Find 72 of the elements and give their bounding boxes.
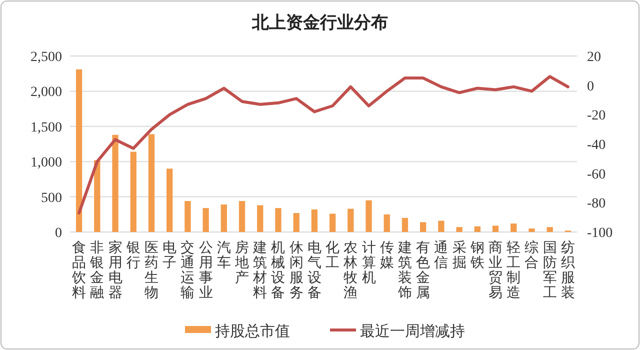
bar — [94, 160, 100, 232]
x-tick-label: 休闲服务 — [289, 240, 304, 301]
y-tick-label: 2,000 — [30, 85, 62, 100]
x-tick-label: 农林牧渔 — [342, 240, 358, 301]
bar — [166, 168, 173, 232]
bar — [474, 226, 480, 232]
x-tick-label: 家用电器 — [108, 240, 122, 301]
bar — [384, 214, 390, 232]
x-tick-label: 通信 — [434, 240, 448, 271]
bar — [420, 222, 426, 232]
x-tick-label: 非银金融 — [89, 240, 104, 301]
y2-tick-label: -40 — [587, 138, 606, 153]
y-tick-label: 1,000 — [30, 156, 62, 171]
bar — [148, 134, 155, 232]
x-tick-label: 汽车 — [216, 240, 231, 271]
bar — [311, 209, 318, 232]
x-tick-label: 交通运输 — [180, 240, 195, 301]
x-tick-label: 商业贸易 — [488, 240, 503, 301]
bar — [238, 201, 246, 232]
x-tick-label: 房地产 — [234, 240, 250, 286]
y-tick-label: 0 — [55, 226, 62, 241]
x-tick-label: 采掘 — [452, 240, 466, 271]
bar — [528, 228, 535, 232]
x-tick-label: 轻工制造 — [506, 240, 521, 301]
y-tick-label: 500 — [41, 190, 62, 206]
x-tick-label: 化工 — [326, 240, 340, 271]
x-tick-label: 公用事业 — [198, 240, 213, 301]
bar — [546, 227, 553, 232]
x-tick-label: 食品饮料 — [71, 240, 86, 301]
bar — [257, 205, 264, 232]
bar — [456, 227, 462, 232]
x-tick-label: 建筑装饰 — [396, 240, 412, 301]
y-tick-label: 2,500 — [30, 50, 62, 65]
bar — [510, 224, 517, 232]
y2-tick-label: 20 — [587, 50, 601, 65]
x-tick-label: 医药生物 — [144, 241, 158, 301]
bar — [184, 201, 191, 232]
bar — [293, 212, 300, 232]
bar — [76, 69, 82, 232]
x-tick-label: 有色金属 — [416, 240, 430, 301]
x-tick-label: 银行 — [125, 240, 140, 271]
y2-tick-label: -20 — [587, 108, 606, 124]
bar — [112, 134, 118, 232]
bar — [130, 152, 136, 232]
y2-tick-label: 0 — [587, 79, 594, 94]
x-tick-label: 电子 — [162, 240, 177, 271]
x-tick-label: 计算机 — [362, 240, 376, 286]
x-tick-label: 纺织服装 — [560, 240, 575, 301]
bar — [402, 218, 408, 232]
bar — [329, 214, 336, 232]
x-tick-label: 综合 — [524, 240, 539, 271]
legend-label: 最近一周增减持 — [360, 323, 465, 340]
y2-tick-label: -80 — [587, 196, 606, 212]
bar — [275, 208, 282, 232]
bar — [366, 200, 372, 232]
line-series — [78, 75, 570, 214]
y2-tick-label: -100 — [587, 226, 613, 241]
y-tick-label: 1,500 — [30, 120, 62, 136]
bar — [220, 204, 227, 232]
x-tick-label: 机械设备 — [271, 240, 286, 301]
bar — [438, 220, 444, 232]
y2-tick-label: -60 — [587, 167, 606, 182]
bar — [202, 208, 209, 232]
bar — [492, 226, 499, 232]
x-tick-label: 传媒 — [380, 240, 394, 271]
x-tick-label: 电气设备 — [307, 240, 322, 301]
legend-label: 持股总市值 — [215, 323, 290, 340]
x-tick-label: 钢铁 — [469, 240, 484, 271]
bar — [348, 208, 354, 232]
x-tick-label: 建筑材料 — [252, 240, 268, 301]
x-tick-label: 国防军工 — [542, 241, 557, 301]
chart-title: 北上资金行业分布 — [251, 13, 388, 32]
